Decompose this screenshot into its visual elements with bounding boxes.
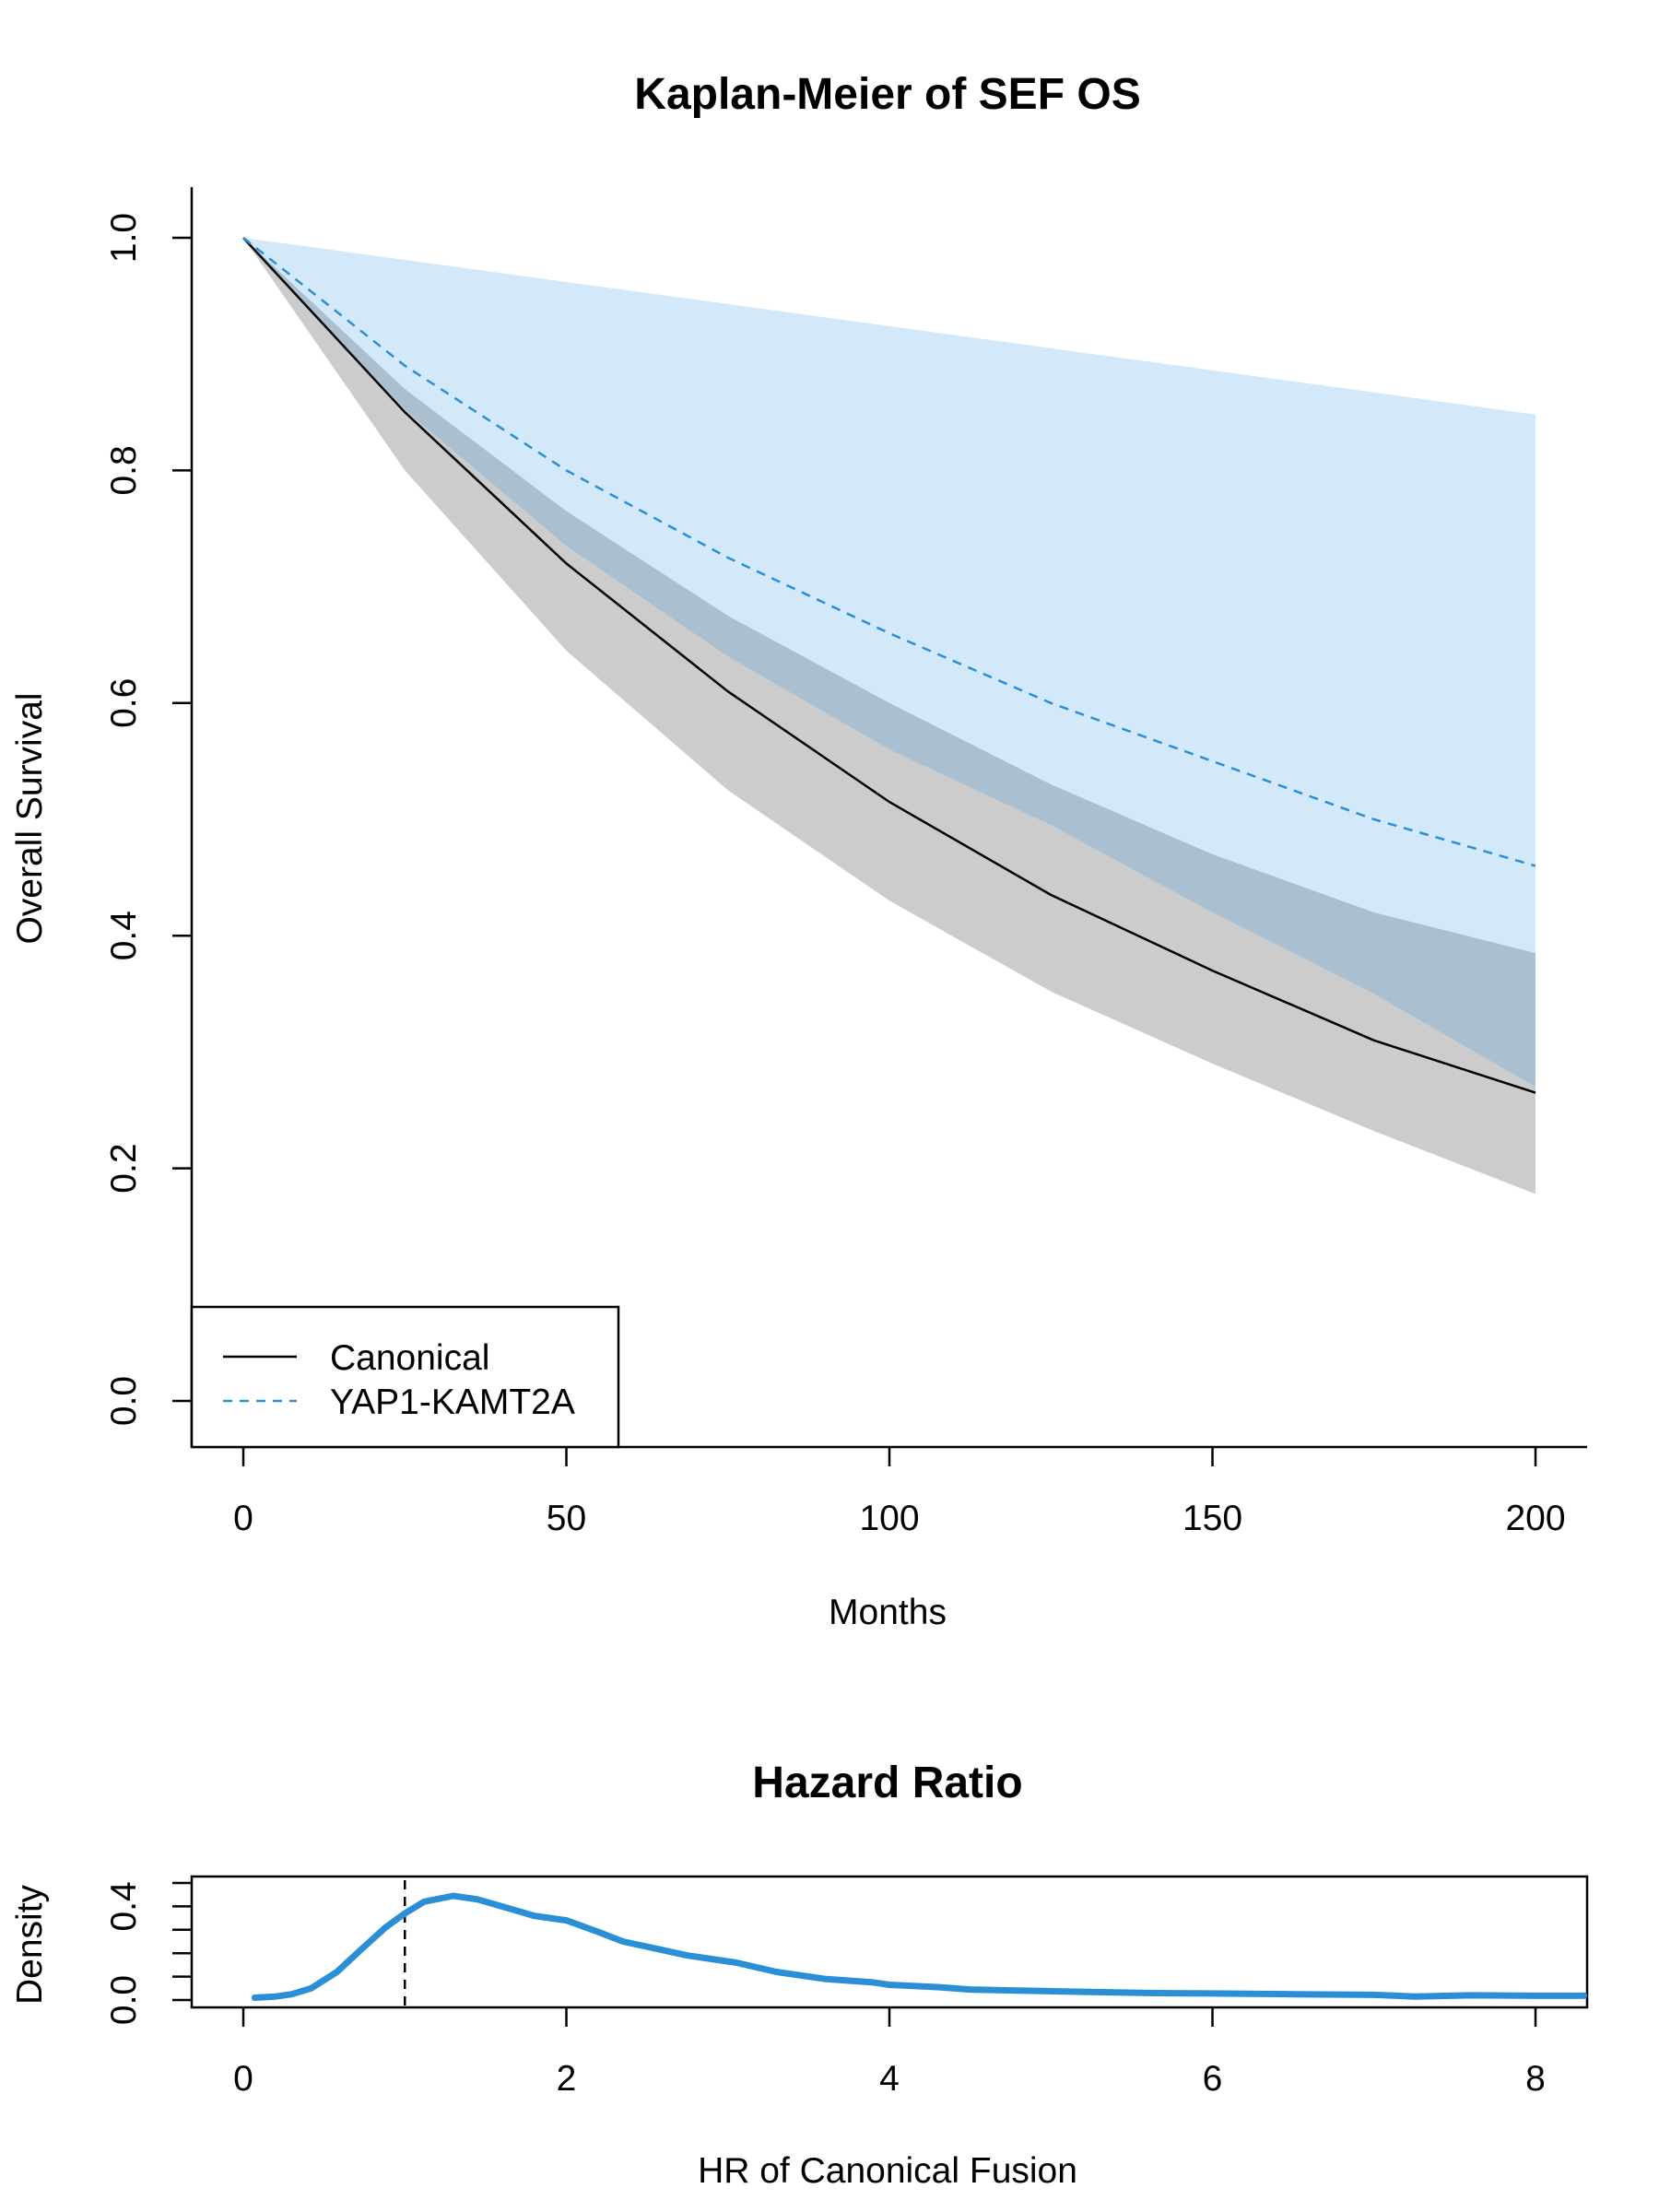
km-y-axis-label: Overall Survival [10, 692, 50, 944]
km-y-tick-label: 0.2 [104, 1143, 144, 1193]
hr-y-axis: 0.0 0.4 [104, 1881, 192, 2025]
km-y-tick-label: 1.0 [104, 213, 144, 263]
hr-x-axis: 0 2 4 6 8 [233, 2007, 1546, 2099]
km-legend-box [190, 1305, 620, 1449]
km-x-axis-label: Months [829, 1593, 947, 1632]
km-y-tick-label: 0.0 [104, 1376, 144, 1426]
km-x-tick-label: 50 [547, 1499, 586, 1538]
curve-yap1-kamt2a [242, 237, 1536, 867]
km-x-tick-label: 150 [1182, 1499, 1242, 1538]
hr-y-axis-label: Density [10, 1884, 50, 2005]
km-y-tick-label: 0.4 [104, 911, 144, 960]
hr-title: Hazard Ratio [752, 1759, 1022, 1807]
ci-band-overlap [243, 238, 1535, 1088]
hr-x-tick-label: 4 [879, 2059, 900, 2099]
legend-label-canonical: Canonical [330, 1338, 489, 1378]
hr-x-tick-label: 0 [233, 2059, 253, 2099]
km-y-axis: 0.0 0.2 0.4 0.6 0.8 1.0 [104, 187, 194, 1447]
km-x-axis: 0 50 100 150 200 [192, 1445, 1587, 1538]
hr-density-curve [251, 1892, 1588, 2001]
hr-x-axis-label: HR of Canonical Fusion [698, 2151, 1077, 2191]
km-y-tick-label: 0.8 [104, 445, 144, 495]
hr-x-tick-label: 2 [557, 2059, 577, 2099]
legend-label-yap1-kamt2a: YAP1-KAMT2A [330, 1382, 575, 1422]
hr-y-tick-label: 0.4 [104, 1881, 144, 1931]
km-x-tick-label: 0 [233, 1499, 253, 1538]
km-survival-curves [242, 237, 1536, 1094]
hr-x-tick-label: 6 [1203, 2059, 1223, 2099]
hr-x-tick-label: 8 [1525, 2059, 1546, 2099]
km-legend: Canonical YAP1-KAMT2A [190, 1305, 620, 1449]
km-y-tick-label: 0.6 [104, 678, 144, 728]
km-ci-bands [243, 238, 1535, 1194]
km-title: Kaplan-Meier of SEF OS [634, 70, 1140, 119]
hr-y-tick-label: 0.0 [104, 1975, 144, 2025]
km-x-tick-label: 200 [1505, 1499, 1565, 1538]
km-x-tick-label: 100 [859, 1499, 919, 1538]
curve-canonical [242, 237, 1536, 1094]
